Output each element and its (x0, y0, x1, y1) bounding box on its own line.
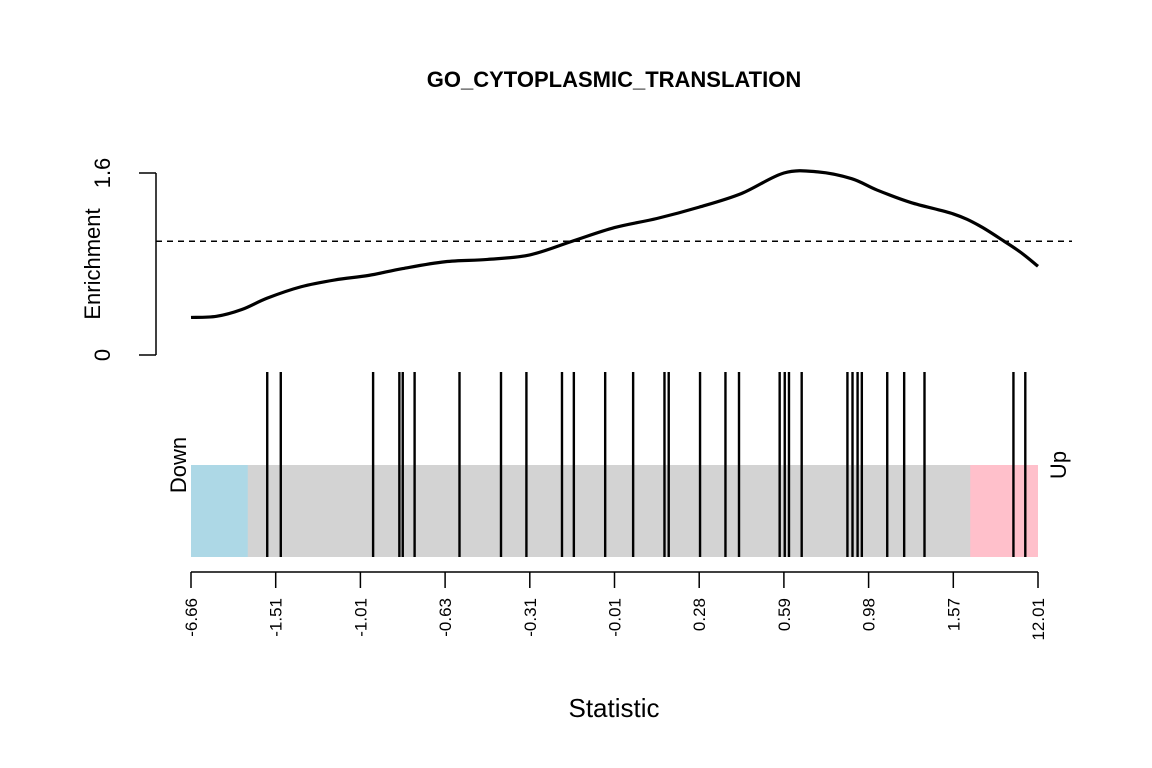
x-tick-label: -0.01 (606, 598, 625, 637)
up-label: Up (1046, 451, 1071, 479)
chart-title: GO_CYTOPLASMIC_TRANSLATION (427, 67, 801, 92)
x-ticks: -6.66 -1.51 -1.01 -0.63 -0.31 -0.01 0.28 0.59 0.… (182, 572, 1048, 641)
x-tick-label: -1.51 (267, 598, 286, 637)
barcode-panel: Down Up (166, 372, 1071, 557)
x-tick-label: -0.31 (521, 598, 540, 637)
region-down (191, 465, 248, 557)
enrichment-panel: 1.6 0 Enrichment (80, 158, 1072, 361)
x-tick-label: -0.63 (436, 598, 455, 637)
x-tick-label: 1.57 (944, 598, 963, 631)
enrichment-y-label: Enrichment (80, 208, 105, 319)
x-tick-label: 0.28 (690, 598, 709, 631)
barcode-bars (266, 372, 1027, 557)
x-tick-label: 12.01 (1029, 598, 1048, 641)
enrichment-y-tick-label-top: 1.6 (90, 158, 115, 189)
x-tick-label: -6.66 (182, 598, 201, 637)
enrichment-y-tick-label-bottom: 0 (90, 349, 115, 361)
x-tick-label: 0.98 (860, 598, 879, 631)
region-up (970, 465, 1038, 557)
x-axis-label: Statistic (568, 693, 659, 723)
x-tick-label: -1.01 (351, 598, 370, 637)
x-tick-label: 0.59 (775, 598, 794, 631)
region-middle (191, 465, 1038, 557)
down-label: Down (166, 437, 191, 493)
x-axis: -6.66 -1.51 -1.01 -0.63 -0.31 -0.01 0.28 0.59 0.… (182, 571, 1048, 723)
enrichment-curve (190, 169, 1040, 320)
